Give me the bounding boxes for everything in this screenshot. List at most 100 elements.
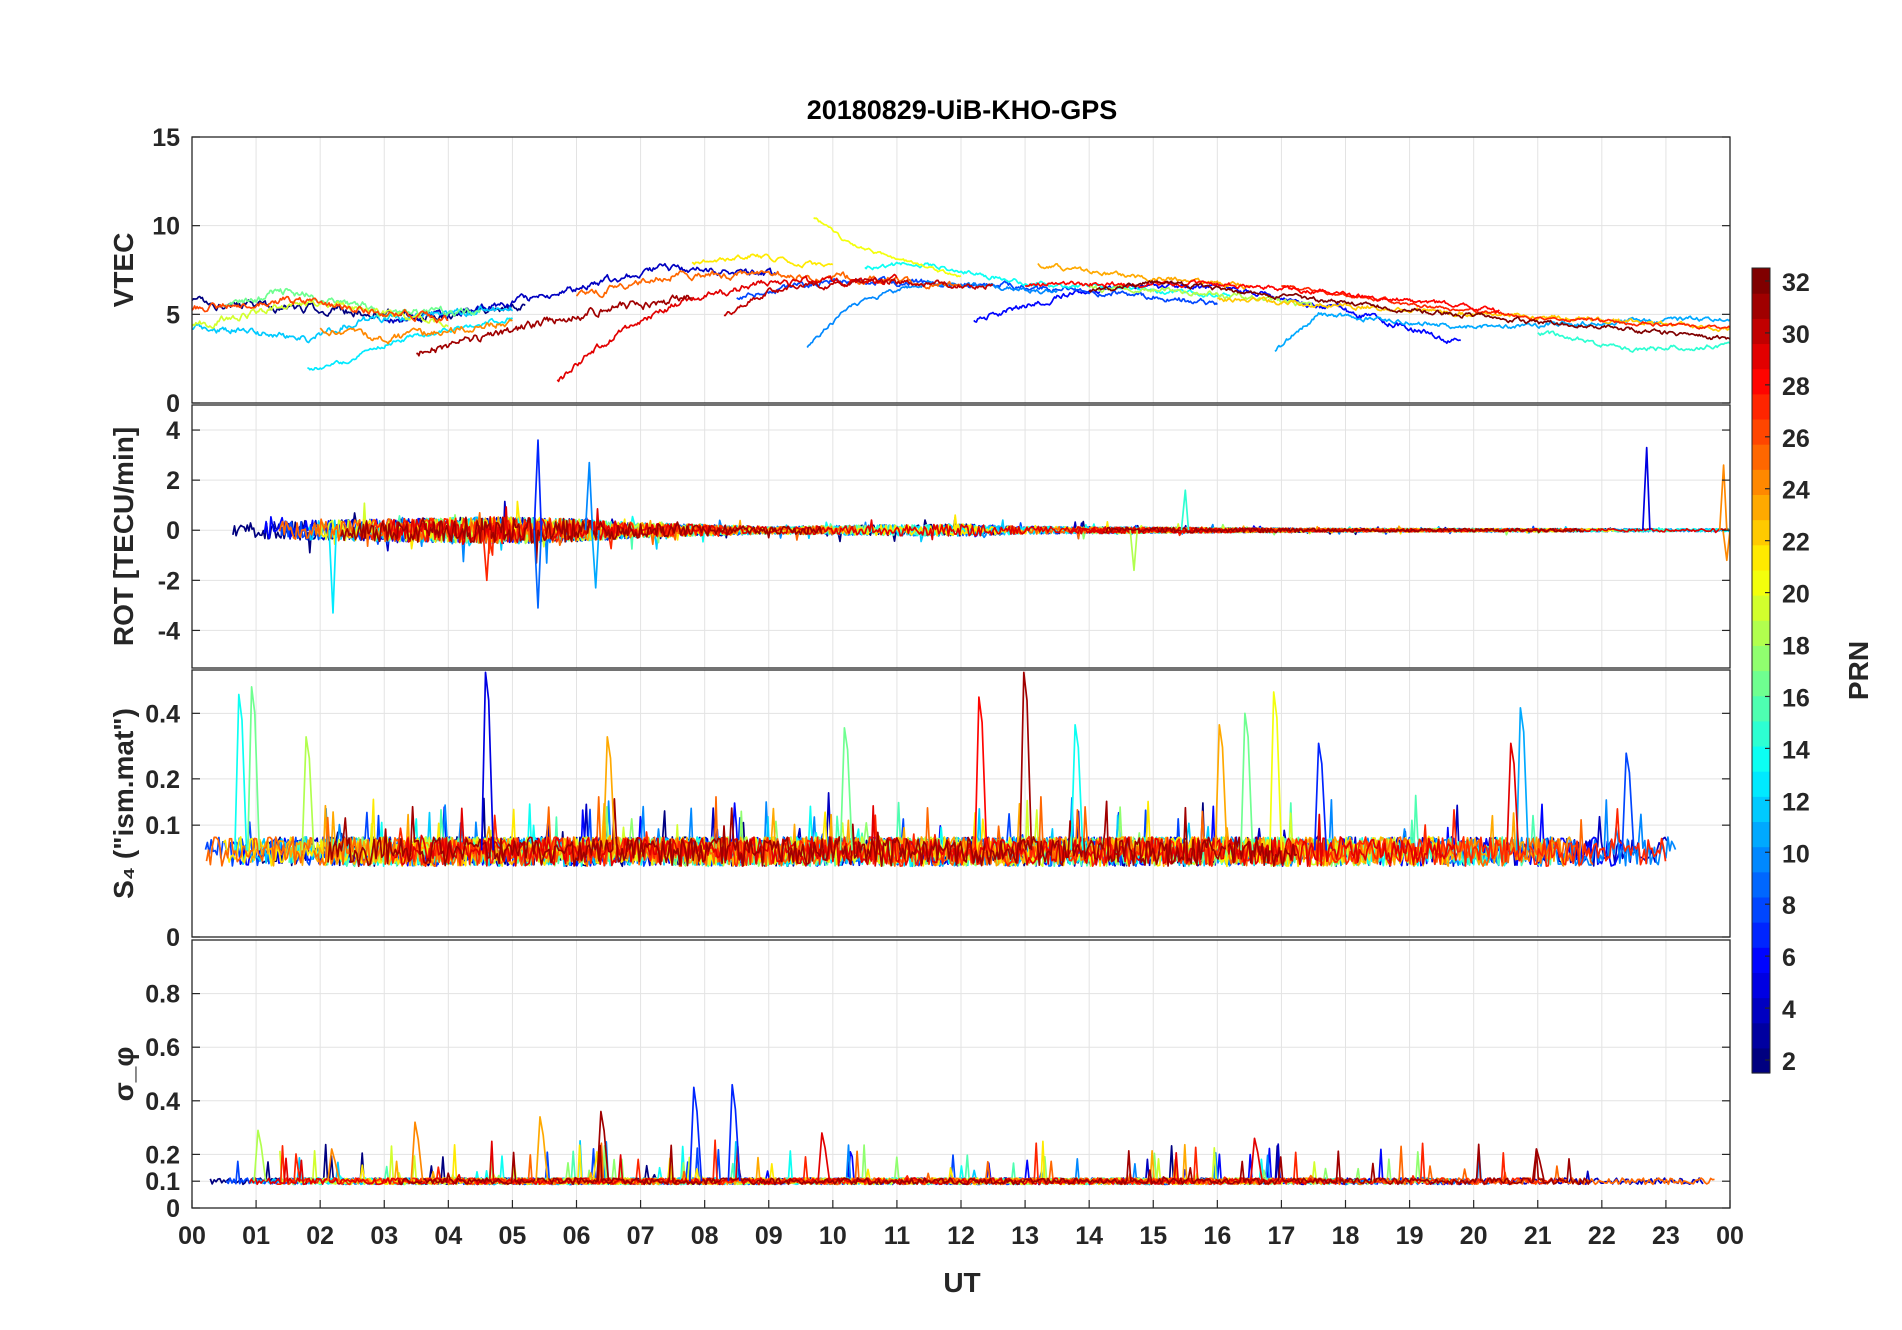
series-line-prn-26 (192, 295, 449, 324)
x-tick-label: 13 (1011, 1222, 1039, 1250)
y-tick-label: 0 (166, 1195, 180, 1223)
y-axis-label: ROT [TECU/min] (108, 427, 139, 646)
colorbar-tick-label: 12 (1782, 788, 1810, 816)
colorbar-swatch (1752, 494, 1770, 521)
colorbar-swatch (1752, 896, 1770, 923)
series-line-prn-6 (1313, 742, 1328, 851)
y-tick-label: 15 (152, 124, 180, 152)
series-line-prn-18 (301, 736, 315, 851)
colorbar-tick-label: 2 (1782, 1048, 1796, 1076)
colorbar-label: PRN (1843, 641, 1874, 700)
series-line-prn-29 (394, 805, 1457, 868)
series-line-prn-31 (1102, 526, 1584, 534)
series-line-prn-18 (253, 1129, 267, 1182)
colorbar-swatch (1752, 293, 1770, 319)
series-line-prn-23 (535, 1116, 549, 1182)
series-line-prn-24 (319, 318, 513, 345)
x-tick-label: 18 (1332, 1222, 1360, 1250)
panel-series (232, 439, 1730, 614)
colorbar-swatch (1752, 368, 1770, 395)
series-line-prn-4 (1641, 446, 1651, 531)
colorbar-tick-label: 8 (1782, 892, 1796, 920)
colorbar-tick-label: 28 (1782, 373, 1810, 401)
x-tick-label: 00 (178, 1222, 206, 1250)
series-line-prn-16 (839, 726, 853, 851)
series-line-prn-30 (723, 276, 994, 317)
y-axis-label: VTEC (108, 233, 139, 308)
x-tick-label: 06 (563, 1222, 591, 1250)
colorbar-swatch (1752, 444, 1770, 470)
colorbar-swatch (1752, 997, 1770, 1024)
series-line-prn-31 (340, 516, 823, 564)
colorbar-tick-label: 4 (1782, 996, 1796, 1024)
chart-title: 20180829-UiB-KHO-GPS (807, 95, 1118, 125)
colorbar-swatch (1752, 796, 1770, 823)
colorbar-swatch (1752, 645, 1770, 672)
series-line-prn-29 (1506, 742, 1520, 851)
y-tick-label: -4 (158, 617, 180, 645)
y-tick-label: 0.1 (145, 1168, 180, 1196)
y-tick-label: 5 (166, 301, 180, 329)
colorbar-swatch (1752, 569, 1770, 596)
series-line-prn-27 (358, 516, 726, 556)
series-line-prn-19 (192, 299, 449, 330)
y-tick-label: 2 (166, 467, 180, 495)
series-line-prn-31 (596, 1110, 610, 1182)
colorbar-tick-label: 6 (1782, 944, 1796, 972)
colorbar-swatch (1752, 469, 1770, 496)
series-line-prn-24 (410, 1121, 424, 1182)
series-line-prn-29 (1070, 526, 1729, 535)
series-line-prn-29 (817, 1132, 831, 1182)
colorbar-swatch (1752, 670, 1770, 697)
colorbar-tick-label: 26 (1782, 425, 1810, 453)
panel-1: 0 5 10 15 VTEC (108, 124, 1731, 418)
colorbar-swatch (1752, 972, 1770, 999)
panel-frame (191, 404, 1731, 669)
x-tick-label: 02 (306, 1222, 334, 1250)
panel-frame (191, 669, 1731, 938)
colorbar-swatch (1752, 595, 1770, 621)
x-tick-label: 00 (1716, 1222, 1744, 1250)
panel-series (209, 1083, 1715, 1186)
colorbar-swatch (1752, 947, 1770, 973)
series-line-prn-20 (1269, 691, 1283, 851)
x-tick-label: 09 (755, 1222, 783, 1250)
colorbar-swatch (1752, 268, 1770, 294)
y-tick-label: -2 (158, 567, 180, 595)
x-tick-label: 01 (242, 1222, 270, 1250)
x-tick-label: 17 (1268, 1222, 1296, 1250)
y-tick-label: 10 (152, 213, 180, 241)
series-line-prn-29 (1249, 1137, 1264, 1182)
y-tick-label: 0.6 (145, 1034, 180, 1062)
series-line-prn-16 (1240, 712, 1254, 851)
series-line-prn-21 (691, 253, 834, 269)
x-tick-label: 03 (370, 1222, 398, 1250)
y-tick-label: 0.4 (145, 700, 180, 728)
panel-2: -4 -2 0 2 4 ROT [TECU/min] (108, 404, 1731, 669)
series-line-prn-31 (416, 294, 693, 357)
series-line-prn-10 (591, 530, 600, 589)
series-line-prn-7 (1621, 752, 1635, 851)
colorbar-tick-label: 10 (1782, 840, 1810, 868)
y-tick-label: 0 (166, 924, 180, 952)
series-line-prn-10 (1274, 312, 1730, 353)
panel-frame (191, 136, 1731, 404)
series-line-prn-14 (1180, 489, 1190, 531)
x-tick-label: 14 (1075, 1222, 1103, 1250)
y-tick-label: 0 (166, 517, 180, 545)
x-axis-label: UT (943, 1267, 980, 1298)
colorbar-swatch (1752, 318, 1770, 345)
colorbar-swatch (1752, 393, 1770, 420)
colorbar-swatch (1752, 771, 1770, 797)
series-line-prn-31 (327, 798, 1298, 868)
colorbar-tick-label: 14 (1782, 736, 1810, 764)
series-line-prn-3 (384, 262, 776, 324)
series-line-prn-23 (602, 736, 616, 851)
x-tick-label: 16 (1203, 1222, 1231, 1250)
series-line-prn-31 (1531, 1148, 1546, 1182)
panel-4: 00.10.2 0.4 0.6 0.8 σ_φ (108, 939, 1731, 1223)
series-line-prn-24 (1718, 464, 1728, 531)
y-tick-label: 0.4 (145, 1088, 180, 1116)
y-tick-label: 0.8 (145, 981, 180, 1009)
